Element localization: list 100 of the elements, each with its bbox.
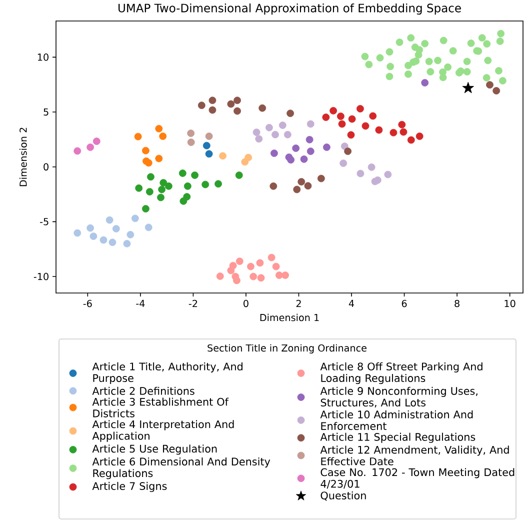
point [374,176,382,184]
point [155,124,163,132]
point [396,38,404,46]
point [284,130,292,138]
point [449,47,457,55]
point [108,238,116,246]
point [268,254,276,262]
point [306,120,314,128]
point [425,58,433,66]
x-tick-label: -6 [83,300,92,308]
legend-label: Article 8 Off Street Parking And Loading Regulations [320,362,482,384]
point [187,130,195,137]
point [142,146,150,154]
point [216,272,224,280]
y-axis-title: Dimension 2 [19,128,27,186]
point [234,96,241,104]
point [398,120,406,128]
point [131,214,139,222]
y-tick-label: 10 [38,54,48,61]
point [126,230,134,238]
x-tick-label: 2 [296,300,301,308]
point [361,52,369,60]
point [421,40,429,48]
point [462,82,474,94]
point [219,152,226,160]
point [484,56,492,64]
point [298,178,306,186]
legend-label: Article 4 Interpretation And Application [92,420,234,442]
x-tick-label: 0 [244,300,248,308]
point [348,115,356,123]
point [330,107,338,114]
point [157,194,164,202]
x-tick-label: -2 [188,300,198,308]
point [265,124,273,132]
point [214,180,222,188]
point [183,193,191,200]
point [100,236,108,244]
x-tick-label: 8 [454,300,460,308]
point [434,56,442,64]
point [386,48,394,56]
point [144,159,152,167]
point [317,174,325,182]
point [227,100,235,108]
y-tick-label: 0 [44,163,48,170]
point [496,38,504,45]
point [306,136,314,144]
legend-label: Case No. 1702 - Town Meeting Dated 4/23/01 [320,468,514,489]
point [159,132,167,140]
point [164,182,172,190]
point [386,72,394,80]
point [365,60,373,68]
legend-label: Article 2 Definitions [92,386,194,395]
legend-title: Section Title in Zoning Ordinance [208,344,366,354]
point [158,186,166,194]
point [483,40,491,48]
point [390,128,398,136]
point [463,58,471,66]
point [463,68,471,76]
point [257,274,265,282]
point [112,225,120,232]
point [498,77,506,84]
point [208,96,216,104]
point [439,74,447,82]
chart-title: UMAP Two-Dimensional Approximation of Embedding Space [118,3,461,15]
point [340,160,348,167]
point [146,188,154,196]
point [286,110,294,118]
point [74,147,82,155]
point [247,262,254,270]
x-tick-label: 10 [504,300,516,308]
point [134,132,142,140]
point [404,62,412,70]
point [410,58,417,66]
point [234,107,241,115]
point [304,182,312,190]
point [414,51,422,59]
y-tick-label: 5 [44,108,48,116]
point [258,104,266,112]
point [404,70,412,78]
point [467,40,475,47]
point [384,170,392,178]
point [208,106,216,114]
x-tick-label: 6 [402,300,407,308]
point [135,184,143,192]
point [400,128,408,136]
point [272,262,280,270]
point [426,68,434,76]
point [282,272,289,279]
point [272,130,279,138]
point [147,173,154,181]
point [338,120,346,128]
point [276,272,283,279]
point [421,79,429,86]
point [356,170,364,178]
point [287,156,295,164]
point [486,81,494,89]
point [440,36,448,44]
point [90,232,98,240]
point [255,135,263,143]
point [322,114,330,121]
